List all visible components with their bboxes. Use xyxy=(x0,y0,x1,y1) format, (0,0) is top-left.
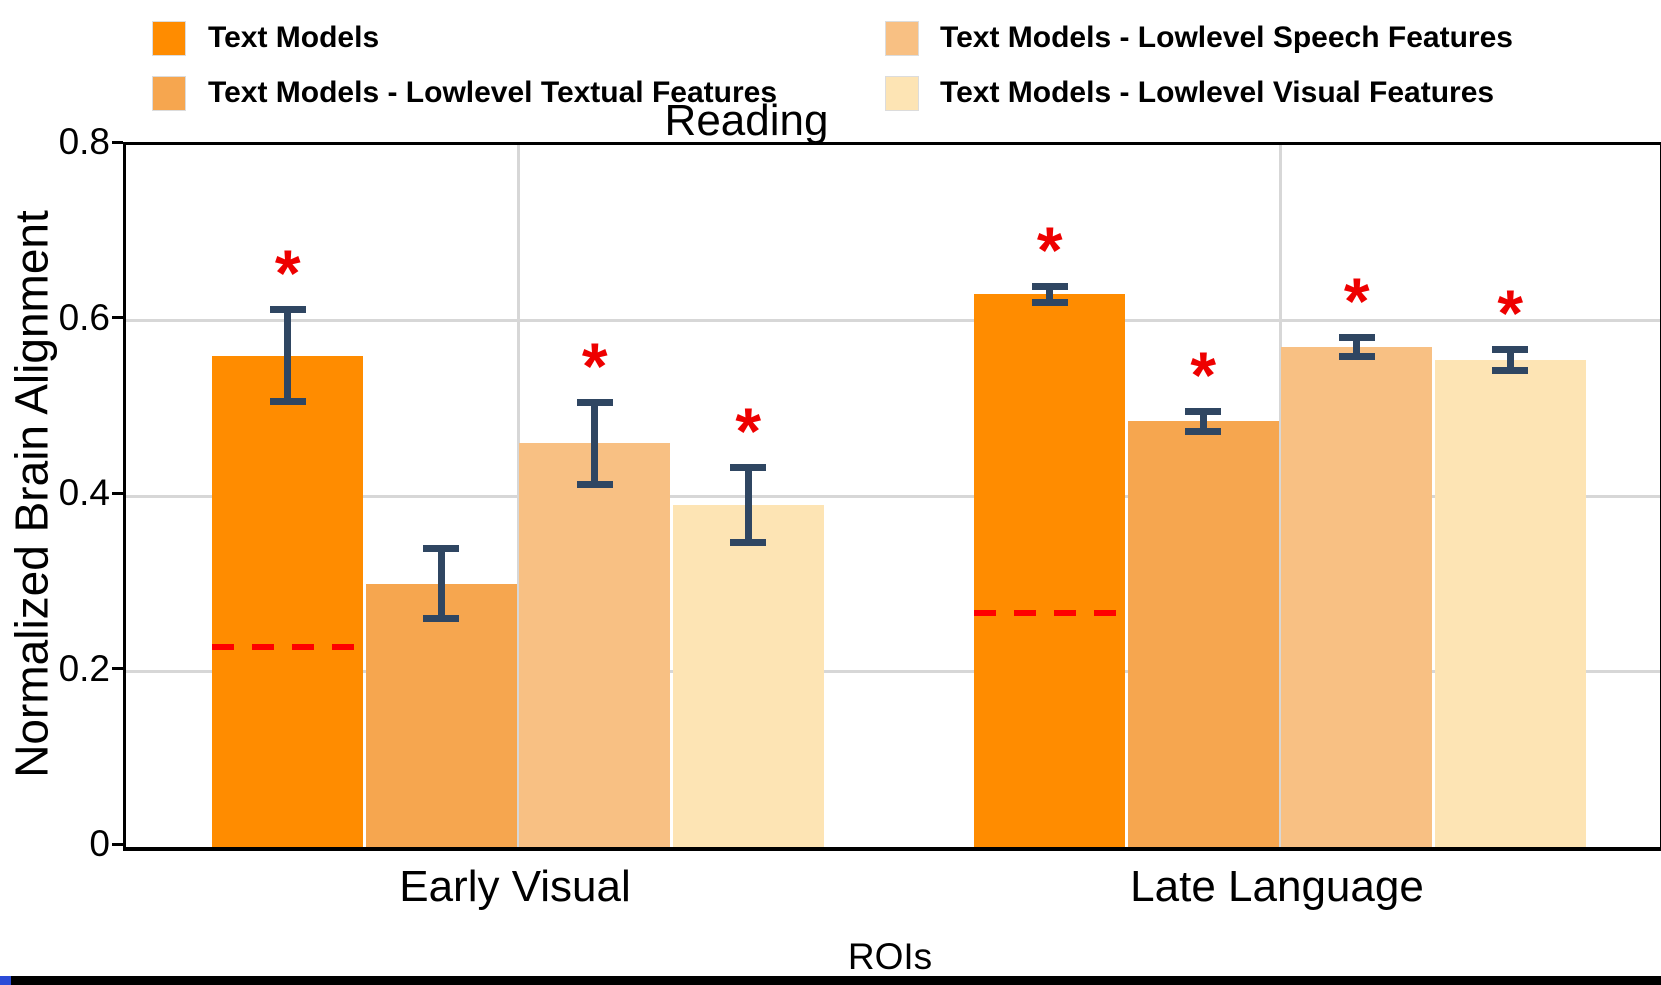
baseline-dashed-line-late-language xyxy=(974,609,1126,616)
y-tick-label-0: 0 xyxy=(89,823,110,864)
legend-swatch-lowlevel-textual xyxy=(152,76,186,111)
error-bar-cap xyxy=(269,397,306,405)
error-bar xyxy=(1506,345,1514,375)
plot-area: * * * * * * * xyxy=(123,142,1661,851)
error-bar xyxy=(284,306,292,405)
gridline-x-early-visual xyxy=(516,145,520,847)
significance-asterisk: * xyxy=(274,236,301,311)
significance-asterisk: * xyxy=(735,393,762,468)
gridline-y-0.2 xyxy=(126,670,1660,673)
x-category-label-early-visual: Early Visual xyxy=(399,862,631,911)
error-bar xyxy=(1199,408,1207,435)
gridline-x-late-language xyxy=(1278,145,1282,847)
bar-late-language-text-models-lowlevel-textual-features xyxy=(1127,421,1279,847)
y-tick-label-0.8: 0.8 xyxy=(58,121,110,162)
significance-asterisk: * xyxy=(1036,212,1063,287)
significance-asterisk: * xyxy=(1497,275,1524,350)
significance-asterisk: * xyxy=(1343,263,1370,338)
legend-label-text-models: Text Models xyxy=(208,21,380,54)
error-bar-cap xyxy=(1492,367,1529,375)
bottom-left-blue-chip xyxy=(0,976,11,985)
y-tick-mark xyxy=(112,667,123,670)
significance-asterisk: * xyxy=(1190,338,1217,413)
legend-swatch-lowlevel-visual xyxy=(885,76,919,111)
error-bar xyxy=(744,463,752,547)
legend-swatch-lowlevel-speech xyxy=(885,21,919,56)
legend-label-lowlevel-textual: Text Models - Lowlevel Textual Features xyxy=(208,76,778,109)
error-bar-cap xyxy=(576,481,613,489)
error-bar-cap xyxy=(269,306,306,314)
error-bar-cap xyxy=(1031,298,1068,306)
y-tick-label-0.4: 0.4 xyxy=(58,472,110,513)
legend-label-lowlevel-visual: Text Models - Lowlevel Visual Features xyxy=(940,76,1495,109)
error-bar xyxy=(1353,333,1361,360)
error-bar-cap xyxy=(423,545,460,553)
y-tick-mark xyxy=(112,842,123,846)
legend-label-lowlevel-speech: Text Models - Lowlevel Speech Features xyxy=(940,21,1513,54)
bottom-edge-bar xyxy=(0,976,1661,985)
gridline-y-0.6 xyxy=(126,319,1660,322)
bar-late-language-text-models xyxy=(974,294,1126,847)
error-bar-cap xyxy=(1185,427,1222,435)
bar-late-language-text-models-lowlevel-speech-features xyxy=(1281,346,1433,847)
y-tick-mark xyxy=(112,316,123,319)
y-tick-label-0.2: 0.2 xyxy=(58,647,110,689)
error-bar-cap xyxy=(730,539,767,547)
error-bar-cap xyxy=(1338,333,1375,341)
error-bar xyxy=(591,398,599,489)
y-tick-label-0.6: 0.6 xyxy=(58,296,110,338)
legend-swatch-text-models xyxy=(152,21,186,56)
y-tick-mark xyxy=(112,491,123,495)
bar-late-language-text-models-lowlevel-visual-features xyxy=(1434,359,1586,847)
error-bar-cap xyxy=(730,463,767,471)
bar-early-visual-text-models-lowlevel-speech-features xyxy=(519,443,671,847)
error-bar xyxy=(437,545,445,623)
error-bar-cap xyxy=(576,398,613,406)
bar-early-visual-text-models xyxy=(212,355,364,847)
baseline-dashed-line-early-visual xyxy=(212,643,364,650)
error-bar xyxy=(1046,282,1054,306)
gridline-y-0.4 xyxy=(126,494,1660,498)
y-tick-mark xyxy=(112,140,123,144)
error-bar-cap xyxy=(1031,282,1068,290)
significance-asterisk: * xyxy=(581,328,608,403)
x-axis-label: ROIs xyxy=(847,936,933,977)
error-bar-cap xyxy=(1492,345,1529,353)
bar-early-visual-text-models-lowlevel-visual-features xyxy=(672,504,824,847)
bar-early-visual-text-models-lowlevel-textual-features xyxy=(365,583,517,847)
error-bar-cap xyxy=(1185,408,1222,416)
x-category-label-late-language: Late Language xyxy=(1130,862,1424,911)
error-bar-cap xyxy=(1338,352,1375,360)
chart-title: Reading xyxy=(664,96,829,145)
error-bar-cap xyxy=(423,615,460,623)
